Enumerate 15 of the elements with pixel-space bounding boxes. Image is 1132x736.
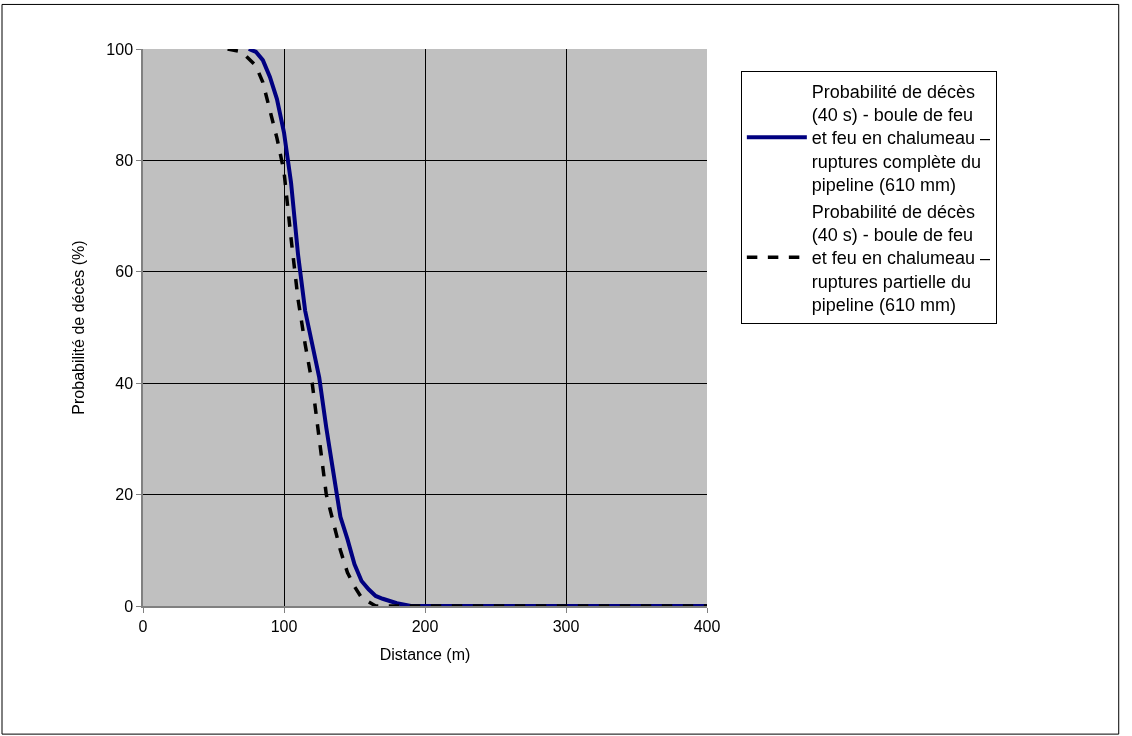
y-tick-label: 60	[115, 263, 134, 281]
y-axis-title: Probabilité de décès (%)	[69, 240, 87, 415]
x-tick-label: 200	[411, 617, 439, 635]
x-tick-label: 0	[138, 617, 148, 635]
x-tick-label: 100	[270, 617, 298, 635]
y-tick-label: 20	[115, 486, 134, 504]
legend-label: Probabilité de décès (40 s) - boule de feu et feu en chalumeau – ruptures partielle du pipeline (610 mm)	[811, 201, 990, 316]
x-axis-title: Distance (m)	[379, 646, 471, 664]
x-tick-label: 300	[552, 617, 580, 635]
legend-label: Probabilité de décès (40 s) - boule de feu et feu en chalumeau – ruptures complète du pipeline (610 mm)	[811, 81, 990, 196]
x-tick-label: 400	[693, 617, 721, 635]
y-tick-label: 100	[106, 40, 134, 58]
y-tick-label: 0	[124, 597, 134, 615]
y-tick-label: 40	[115, 374, 134, 392]
y-tick-label: 80	[115, 152, 134, 169]
